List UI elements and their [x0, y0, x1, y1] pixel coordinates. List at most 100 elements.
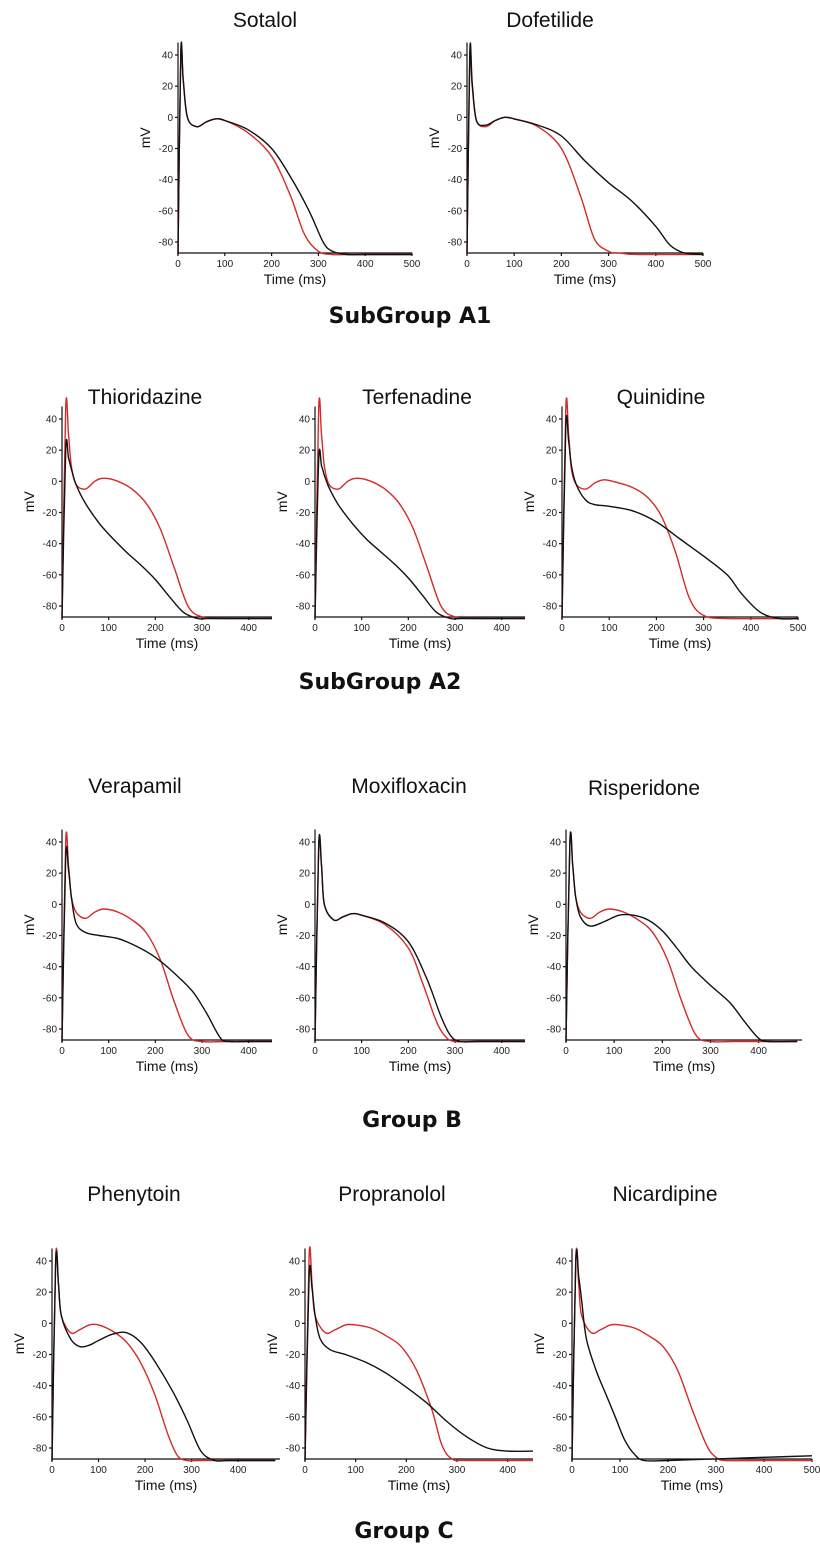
- x-tick-label: 300: [194, 623, 211, 634]
- x-tick-label: 400: [742, 623, 759, 634]
- y-tick-label: -60: [543, 570, 558, 581]
- black-trace: [561, 415, 799, 620]
- x-tick-label: 200: [648, 623, 665, 634]
- y-tick-label: -60: [33, 1412, 48, 1423]
- x-tick-label: 200: [147, 1046, 164, 1057]
- y-tick-label: -20: [286, 1350, 301, 1361]
- group-label-a2: SubGroup A2: [299, 670, 462, 695]
- y-tick-label: -60: [286, 1412, 301, 1423]
- x-tick-label: 300: [447, 1046, 464, 1057]
- x-tick-label: 300: [449, 1465, 466, 1476]
- y-tick-label: -60: [448, 206, 463, 217]
- red-trace: [314, 836, 525, 1043]
- y-tick-label: -60: [553, 1412, 568, 1423]
- y-tick-label: 0: [304, 900, 310, 911]
- x-tick-label: 100: [612, 1465, 629, 1476]
- x-tick-label: 0: [563, 1046, 569, 1057]
- y-axis-label: mV: [521, 491, 537, 513]
- y-tick-label: -80: [553, 1444, 568, 1455]
- y-tick-label: 20: [36, 1288, 48, 1299]
- y-tick-label: 40: [299, 838, 311, 849]
- y-tick-label: 0: [294, 1319, 300, 1330]
- x-tick-label: 0: [569, 1465, 575, 1476]
- y-tick-label: 40: [299, 415, 311, 426]
- y-tick-label: -40: [553, 1381, 568, 1392]
- x-tick-label: 100: [601, 623, 618, 634]
- x-tick-label: 500: [790, 623, 807, 634]
- y-tick-label: 20: [550, 869, 562, 880]
- x-tick-label: 400: [493, 623, 510, 634]
- x-tick-label: 100: [100, 1046, 117, 1057]
- y-tick-label: 40: [451, 51, 463, 62]
- red-trace: [177, 44, 412, 256]
- x-axis-label: Time (ms): [388, 1477, 450, 1493]
- y-tick-label: -80: [547, 1025, 562, 1036]
- y-tick-label: 0: [41, 1319, 47, 1330]
- red-trace: [314, 397, 526, 620]
- panel-title: Risperidone: [588, 777, 700, 800]
- red-trace: [304, 1246, 534, 1462]
- x-tick-label: 200: [137, 1465, 154, 1476]
- x-axis-label: Time (ms): [554, 271, 616, 287]
- y-tick-label: -80: [43, 602, 58, 613]
- panel-title: Verapamil: [88, 775, 181, 798]
- x-tick-label: 300: [708, 1465, 725, 1476]
- y-tick-label: 0: [51, 900, 57, 911]
- y-tick-label: -80: [543, 602, 558, 613]
- y-tick-label: -40: [43, 962, 58, 973]
- x-tick-label: 0: [302, 1465, 308, 1476]
- x-axis-label: Time (ms): [135, 1477, 197, 1493]
- y-axis-label: mV: [274, 914, 290, 936]
- red-trace: [466, 48, 704, 256]
- x-tick-label: 0: [49, 1465, 55, 1476]
- x-tick-label: 400: [750, 1046, 767, 1057]
- x-tick-label: 100: [606, 1046, 623, 1057]
- y-tick-label: -40: [547, 962, 562, 973]
- x-tick-label: 400: [240, 623, 257, 634]
- y-tick-label: 20: [46, 869, 58, 880]
- black-trace: [304, 1264, 534, 1461]
- x-tick-label: 100: [216, 259, 233, 270]
- panel-title: Propranolol: [338, 1183, 445, 1206]
- y-axis-label: mV: [137, 127, 153, 149]
- x-tick-label: 300: [702, 1046, 719, 1057]
- y-tick-label: -60: [159, 206, 174, 217]
- x-axis-label: Time (ms): [661, 1477, 723, 1493]
- x-tick-label: 0: [464, 259, 470, 270]
- x-tick-label: 400: [230, 1465, 247, 1476]
- y-axis-label: mV: [426, 127, 442, 149]
- x-tick-label: 100: [353, 1046, 370, 1057]
- y-tick-label: 20: [556, 1288, 568, 1299]
- x-tick-label: 200: [147, 623, 164, 634]
- x-axis-label: Time (ms): [389, 635, 451, 651]
- black-trace: [314, 834, 525, 1043]
- x-tick-label: 200: [400, 1046, 417, 1057]
- panel-title: Nicardipine: [612, 1183, 717, 1206]
- y-tick-label: -20: [296, 508, 311, 519]
- x-tick-label: 300: [600, 259, 617, 270]
- black-trace: [51, 1250, 276, 1462]
- y-tick-label: -20: [448, 144, 463, 155]
- y-tick-label: 40: [550, 838, 562, 849]
- y-tick-label: -40: [543, 539, 558, 550]
- x-tick-label: 300: [310, 259, 327, 270]
- black-trace: [61, 438, 272, 620]
- x-tick-label: 300: [183, 1465, 200, 1476]
- x-tick-label: 500: [404, 259, 421, 270]
- y-tick-label: -80: [159, 238, 174, 249]
- x-tick-label: 200: [654, 1046, 671, 1057]
- panel-title: Quinidine: [617, 386, 706, 409]
- x-tick-label: 0: [559, 623, 565, 634]
- y-tick-label: 20: [299, 869, 311, 880]
- y-tick-label: -60: [296, 993, 311, 1004]
- x-tick-label: 400: [756, 1465, 773, 1476]
- red-trace: [61, 831, 272, 1043]
- x-tick-label: 0: [59, 623, 65, 634]
